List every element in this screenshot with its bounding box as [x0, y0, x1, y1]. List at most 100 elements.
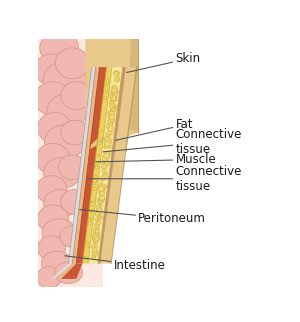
Circle shape [100, 187, 105, 191]
Circle shape [103, 163, 108, 167]
Circle shape [112, 108, 116, 111]
Ellipse shape [44, 125, 85, 159]
Circle shape [94, 179, 97, 182]
Circle shape [92, 255, 96, 258]
Circle shape [98, 197, 104, 203]
Text: Peritoneum: Peritoneum [80, 210, 206, 225]
Circle shape [98, 215, 102, 219]
Circle shape [112, 91, 118, 97]
Circle shape [116, 71, 120, 75]
Circle shape [104, 159, 107, 163]
Circle shape [107, 125, 113, 131]
Text: Fat: Fat [116, 118, 193, 140]
Circle shape [97, 210, 101, 214]
Ellipse shape [55, 262, 83, 283]
Circle shape [110, 101, 113, 104]
Circle shape [98, 186, 104, 192]
Polygon shape [84, 137, 112, 152]
Circle shape [98, 217, 101, 221]
Circle shape [110, 106, 116, 112]
Polygon shape [88, 67, 123, 263]
Circle shape [95, 213, 99, 216]
Circle shape [99, 204, 102, 207]
Polygon shape [72, 67, 100, 263]
Ellipse shape [60, 226, 85, 247]
Circle shape [94, 176, 97, 179]
Circle shape [86, 242, 89, 244]
Circle shape [105, 90, 108, 92]
Circle shape [97, 232, 100, 235]
Circle shape [107, 125, 111, 129]
Circle shape [85, 257, 88, 260]
Circle shape [109, 131, 112, 135]
Ellipse shape [61, 120, 89, 145]
Circle shape [93, 253, 97, 257]
Ellipse shape [38, 113, 72, 143]
Circle shape [108, 131, 112, 135]
Circle shape [112, 96, 117, 100]
Circle shape [94, 231, 98, 235]
Circle shape [110, 111, 114, 115]
Circle shape [92, 248, 97, 252]
Ellipse shape [44, 157, 81, 188]
Circle shape [110, 95, 113, 98]
Ellipse shape [34, 82, 72, 116]
Ellipse shape [58, 155, 86, 180]
Circle shape [98, 196, 104, 201]
Circle shape [99, 195, 105, 200]
Circle shape [105, 160, 109, 165]
Polygon shape [38, 39, 103, 287]
Circle shape [92, 236, 96, 239]
Ellipse shape [37, 267, 62, 288]
Circle shape [114, 71, 118, 75]
Circle shape [107, 120, 112, 125]
Circle shape [109, 115, 114, 120]
Circle shape [96, 208, 102, 214]
Circle shape [94, 234, 100, 240]
Circle shape [107, 139, 111, 143]
Ellipse shape [55, 48, 89, 79]
Circle shape [104, 141, 110, 147]
Circle shape [106, 138, 110, 142]
Circle shape [111, 97, 114, 101]
Circle shape [108, 145, 111, 148]
Circle shape [96, 205, 100, 210]
Circle shape [88, 220, 91, 223]
Circle shape [112, 97, 117, 102]
Circle shape [95, 164, 98, 166]
Circle shape [94, 225, 98, 229]
Circle shape [93, 187, 96, 191]
Circle shape [96, 210, 101, 215]
Circle shape [92, 256, 95, 259]
Circle shape [98, 190, 103, 195]
Circle shape [97, 154, 100, 156]
Circle shape [98, 207, 101, 210]
Circle shape [102, 159, 107, 165]
Circle shape [92, 249, 98, 254]
Ellipse shape [40, 31, 79, 65]
Circle shape [89, 217, 92, 220]
Polygon shape [68, 67, 96, 263]
Circle shape [110, 100, 114, 104]
Circle shape [112, 85, 117, 90]
Circle shape [101, 191, 105, 194]
Circle shape [105, 154, 110, 159]
Circle shape [110, 97, 115, 101]
Text: Skin: Skin [127, 52, 201, 72]
Circle shape [113, 90, 118, 95]
Ellipse shape [34, 54, 68, 85]
Ellipse shape [47, 94, 87, 128]
Polygon shape [98, 67, 137, 263]
Circle shape [104, 172, 107, 175]
Circle shape [106, 132, 110, 137]
Polygon shape [82, 67, 112, 263]
Circle shape [107, 138, 110, 142]
Circle shape [94, 233, 99, 238]
Text: Connective
tissue: Connective tissue [103, 128, 242, 156]
Circle shape [100, 196, 105, 201]
Polygon shape [61, 263, 82, 279]
Circle shape [108, 116, 114, 122]
Circle shape [106, 140, 109, 144]
Circle shape [99, 182, 103, 185]
Text: Intestine: Intestine [64, 256, 165, 271]
